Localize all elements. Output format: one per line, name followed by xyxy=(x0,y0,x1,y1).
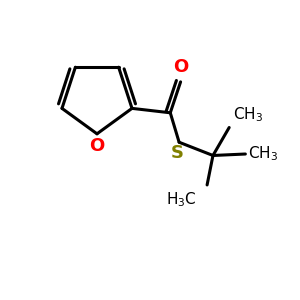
Text: O: O xyxy=(173,58,188,76)
Text: CH$_3$: CH$_3$ xyxy=(233,105,263,124)
Text: H$_3$C: H$_3$C xyxy=(166,190,197,209)
Text: CH$_3$: CH$_3$ xyxy=(248,145,278,164)
Text: S: S xyxy=(171,144,184,162)
Text: O: O xyxy=(89,137,105,155)
